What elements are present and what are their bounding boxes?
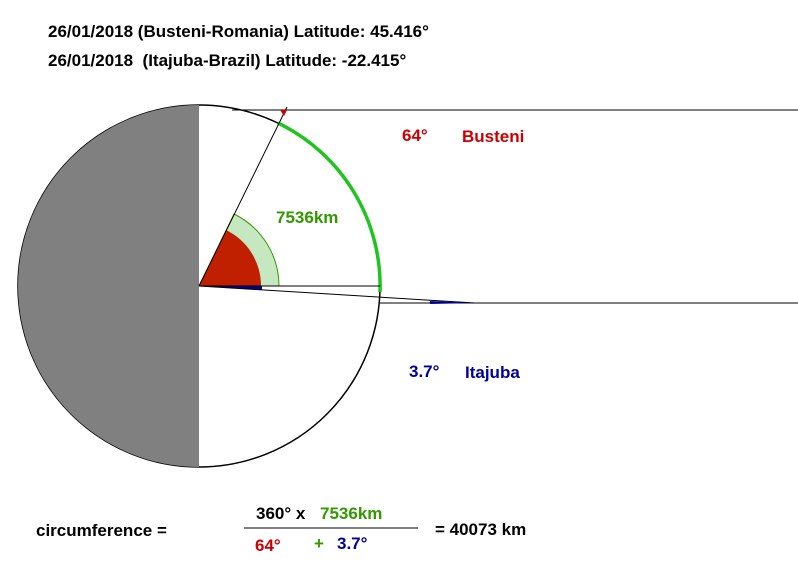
earth <box>17 104 798 468</box>
header-line: 26/01/2018 (Itajuba-Brazil) Latitude: -2… <box>48 51 406 70</box>
formula-denominator: 3.7° <box>337 534 368 553</box>
distance-label: 7536km <box>276 208 338 227</box>
formula-plus: + <box>314 534 324 553</box>
formula-denominator: 64° <box>255 536 281 555</box>
formula-lhs: circumference = <box>36 521 167 540</box>
city-label: Itajuba <box>465 363 520 382</box>
city-label: Busteni <box>462 127 524 146</box>
formula-numerator: 360° x <box>256 504 306 523</box>
angle-label: 64° <box>402 126 428 145</box>
angle-label: 3.7° <box>409 362 440 381</box>
formula-result: = 40073 km <box>435 520 526 539</box>
formula-numerator: 7536km <box>320 504 382 523</box>
header-line: 26/01/2018 (Busteni-Romania) Latitude: 4… <box>48 22 429 41</box>
